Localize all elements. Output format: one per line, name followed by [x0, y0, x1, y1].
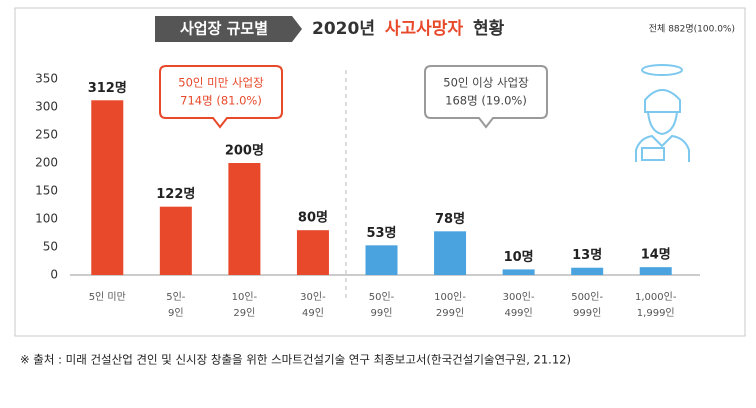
x-tick-label: 300인-499인 [503, 291, 535, 319]
bar [159, 206, 192, 275]
y-tick-label: 200 [35, 156, 58, 170]
callout-text: 168명 (19.0%) [445, 94, 527, 108]
value-label: 53명 [366, 225, 396, 241]
bar [639, 267, 672, 275]
bar [228, 163, 261, 275]
callout-box [424, 65, 548, 129]
bar [296, 230, 329, 275]
title-tag-bg [155, 16, 302, 42]
x-tick-label: 30인-49인 [300, 291, 326, 319]
title-part: 2020년 [312, 19, 375, 39]
value-label: 200명 [225, 143, 264, 159]
y-tick-label: 150 [35, 184, 58, 198]
y-tick-label: 100 [35, 212, 58, 226]
value-label: 122명 [156, 186, 195, 202]
bar [502, 269, 535, 275]
y-tick-label: 50 [43, 240, 58, 254]
safety-icon [635, 64, 690, 162]
bar [434, 231, 467, 275]
x-tick-label: 100인-299인 [434, 291, 466, 319]
x-tick-label: 50인-99인 [369, 291, 395, 319]
value-label: 80명 [298, 210, 328, 226]
title-part: 사고사망자 [385, 19, 464, 39]
callout-box [159, 65, 283, 129]
y-tick-label: 300 [35, 100, 58, 114]
bar [571, 267, 604, 275]
bar [91, 100, 124, 275]
y-tick-label: 250 [35, 128, 58, 142]
value-label: 13명 [572, 247, 602, 263]
source-note: ※ 출처 : 미래 건설산업 견인 및 신시장 창출을 위한 스마트건설기술 연… [20, 353, 571, 367]
title-part: 현황 [473, 19, 505, 39]
x-tick-label: 500인-999인 [571, 291, 603, 319]
value-label: 78명 [435, 211, 465, 227]
value-label: 10명 [504, 249, 534, 265]
x-tick-label: 1,000인-1,999인 [635, 291, 677, 319]
bar [365, 245, 398, 275]
x-tick-label: 5인-9인 [166, 291, 186, 319]
chart-frame [14, 7, 746, 337]
callout-text: 50인 이상 사업장 [443, 76, 529, 90]
title-tag: 사업장 규모별 [180, 20, 268, 38]
x-tick-label: 10인-29인 [232, 291, 258, 319]
callout-text: 714명 (81.0%) [180, 94, 262, 108]
x-tick-label: 5인 미만 [89, 291, 126, 303]
callout-text: 50인 미만 사업장 [178, 76, 264, 90]
value-label: 312명 [88, 80, 127, 96]
total-label: 전체 882명(100.0%) [649, 24, 735, 35]
chart-title: 2020년 사고사망자 현황 [312, 19, 505, 39]
value-label: 14명 [641, 247, 671, 263]
y-tick-label: 350 [35, 72, 58, 86]
y-tick-label: 0 [50, 268, 58, 282]
